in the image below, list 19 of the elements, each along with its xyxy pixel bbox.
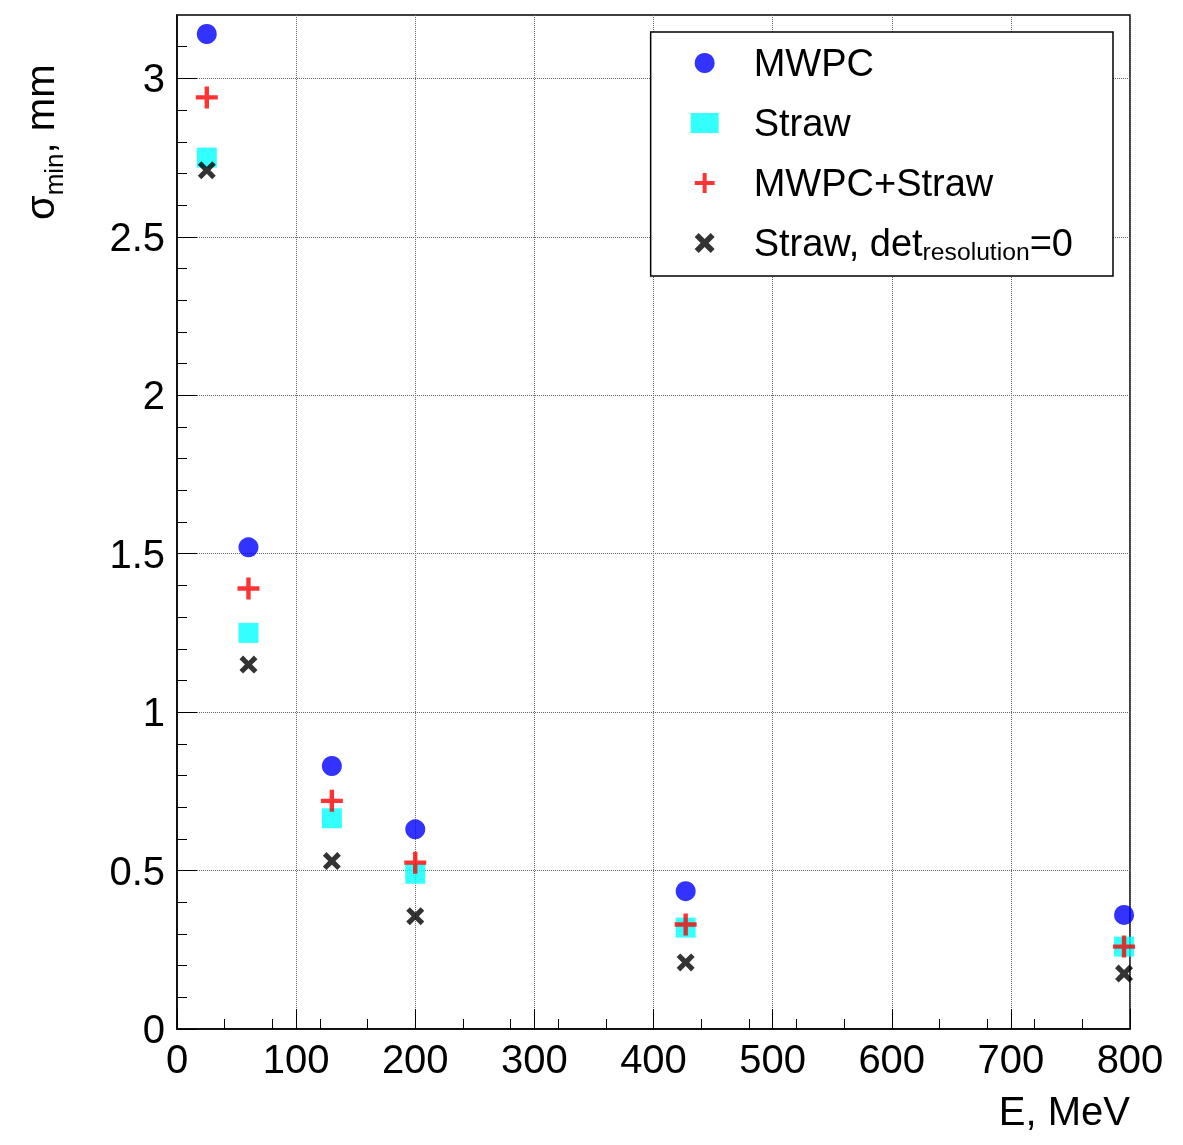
y-tick-label: 2	[142, 373, 165, 418]
x-tick-label: 800	[1096, 1037, 1164, 1081]
x-tick-label: 600	[858, 1037, 926, 1081]
x-tick-label: 700	[977, 1037, 1045, 1081]
x-tick-label: 500	[739, 1037, 806, 1081]
y-tick-label: 1	[142, 690, 165, 735]
x-tick-label: 200	[381, 1037, 449, 1081]
y-tick-label: 0.5	[109, 848, 165, 893]
legend-label: MWPC+Straw	[753, 162, 994, 204]
y-tick-label: 1.5	[109, 531, 165, 576]
x-tick-label: 300	[501, 1037, 568, 1081]
x-tick-label: 100	[262, 1037, 330, 1081]
y-tick-label: 2.5	[109, 214, 165, 259]
x-axis-title: E, MeV	[998, 1089, 1131, 1133]
y-tick-label: 0	[142, 1007, 165, 1051]
x-tick-label: 400	[620, 1037, 687, 1081]
legend-label: MWPC	[753, 42, 874, 84]
legend-label: Straw	[753, 102, 852, 144]
y-tick-label: 3	[142, 56, 165, 101]
